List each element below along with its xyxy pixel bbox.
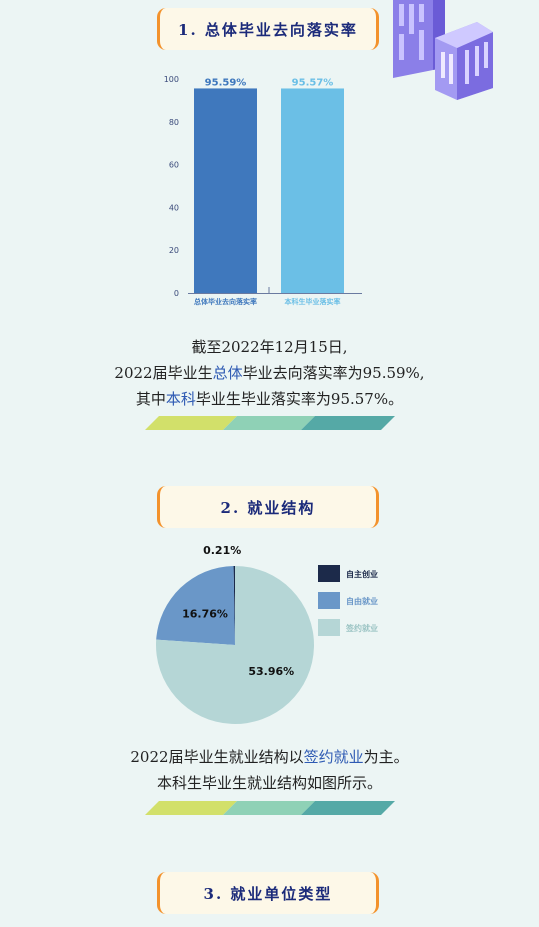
pie-value-label: 16.76% <box>182 608 228 621</box>
section-title-3: 3. 就业单位类型 <box>157 872 379 914</box>
x-category-label: 本科生毕业落实率 <box>284 297 341 306</box>
summary-line-1: 截至2022年12月15日, <box>191 338 348 356</box>
y-tick-label: 80 <box>169 118 179 127</box>
summary-line-3: 其中本科毕业生毕业落实率为95.57%。 <box>135 390 404 408</box>
summary-line-2: 2022届毕业生总体毕业去向落实率为95.59%, <box>114 364 425 382</box>
bar-value-label: 95.57% <box>292 77 334 88</box>
summary-text-2: 2022届毕业生就业结构以签约就业为主。 本科生毕业生就业结构如图所示。 <box>0 744 539 796</box>
legend-label: 自主创业 <box>346 569 378 579</box>
pie-slice-1 <box>233 566 235 645</box>
section-title-2: 2. 就业结构 <box>157 486 379 528</box>
stripe-divider-1 <box>145 416 395 430</box>
highlight-total: 总体 <box>212 364 243 382</box>
highlight-signed: 签约就业 <box>303 748 364 766</box>
bar-value-label: 95.59% <box>205 77 247 88</box>
summary-line-5: 本科生毕业生就业结构如图所示。 <box>156 774 382 792</box>
stripe-divider-2 <box>145 801 395 815</box>
y-tick-label: 40 <box>169 203 179 212</box>
bar-chart: 0 20 40 60 80 100 95.59% 总体毕业去向落实率 95.57% 本科生毕业落实… <box>164 75 362 306</box>
y-tick-label: 60 <box>169 161 179 170</box>
legend-label: 自由就业 <box>346 596 378 606</box>
y-tick-label: 100 <box>164 75 179 84</box>
pie-value-label: 53.96% <box>248 665 294 678</box>
highlight-undergrad: 本科 <box>165 390 196 408</box>
summary-line-4: 2022届毕业生就业结构以签约就业为主。 <box>130 748 409 766</box>
pie-slice-3 <box>156 566 314 724</box>
legend-swatch <box>318 619 340 636</box>
x-category-label: 总体毕业去向落实率 <box>194 297 257 306</box>
bar-2 <box>281 88 344 294</box>
pie-slice-2 <box>156 566 235 645</box>
section-title-1: 1. 总体毕业去向落实率 <box>157 8 379 50</box>
legend-label: 签约就业 <box>345 623 378 633</box>
legend-swatch <box>318 592 340 609</box>
y-tick-label: 0 <box>174 289 179 298</box>
summary-text-1: 截至2022年12月15日, 2022届毕业生总体毕业去向落实率为95.59%,… <box>0 334 539 412</box>
bar-1 <box>194 88 257 293</box>
pie-value-label: 0.21% <box>203 545 241 557</box>
legend-swatch <box>318 565 340 582</box>
buildings-illustration <box>393 0 493 100</box>
y-tick-label: 20 <box>169 246 179 255</box>
